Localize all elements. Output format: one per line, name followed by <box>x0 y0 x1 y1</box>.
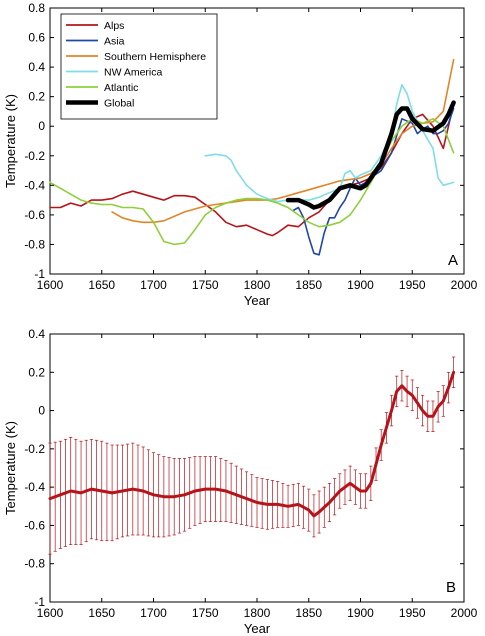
panel-b-error-bars <box>48 356 456 555</box>
legend-label-atlantic: Atlantic <box>104 82 138 94</box>
series-line-alps <box>49 103 455 237</box>
panel-a-xtick-label: 2000 <box>451 278 478 292</box>
panel-a-ytick-label: 0.8 <box>28 1 45 15</box>
legend-label-asia: Asia <box>104 36 125 48</box>
panel-b-label: B <box>446 579 456 596</box>
panel-a-chart: 1600 1650 1700 1750 1800 1850 1900 1950 2000 0.8 0… <box>3 1 478 308</box>
legend-label-nwamerica: NW America <box>104 67 163 79</box>
panel-b-xtick-label: 1600 <box>37 606 64 620</box>
panel-b-xtick-label: 2000 <box>451 606 478 620</box>
panel-b-series-group <box>48 370 456 518</box>
panel-a-xtick-label: 1700 <box>140 278 167 292</box>
panel-b-ytick-label: 0.2 <box>28 365 45 379</box>
panel-a-ylabel: Temperature (K) <box>3 94 18 188</box>
panel-a-ytick-label: 0 <box>38 119 45 133</box>
panel-a-ticks: 1600 1650 1700 1750 1800 1850 1900 1950 2000 0.8 0… <box>24 1 477 292</box>
series-line-nwamerica <box>204 84 455 203</box>
panel-b-ylabel: Temperature (K) <box>3 421 18 515</box>
panel-b-xtick-label: 1900 <box>347 606 374 620</box>
panel-b-ticks: 1600 1650 1700 1750 1800 1850 1900 1950 2000 0.4 0… <box>24 327 477 620</box>
series-line-atlantic <box>49 118 455 246</box>
series-line-southern <box>111 58 455 224</box>
legend-label-southern: Southern Hemisphere <box>104 51 206 63</box>
panel-b-xlabel: Year <box>244 621 271 636</box>
panel-b-ytick-label: -0.4 <box>24 480 45 494</box>
panel-a-ytick-label: -0.2 <box>24 149 45 163</box>
legend-label-global: Global <box>104 98 134 110</box>
panel-b-xtick-label: 1650 <box>88 606 115 620</box>
panel-a-ytick-label: 0.4 <box>28 60 45 74</box>
series-line-panelB <box>48 370 456 518</box>
panel-b-xtick-label: 1850 <box>295 606 322 620</box>
panel-a-ytick-label: -0.8 <box>24 237 45 251</box>
panel-a-xtick-label: 1950 <box>399 278 426 292</box>
panel-b-ytick-label: -0.6 <box>24 518 45 532</box>
panel-a-ytick-label: -0.6 <box>24 208 45 222</box>
legend-label-alps: Alps <box>104 20 124 32</box>
panel-a-ytick-label: 0.6 <box>28 31 45 45</box>
panel-b-ytick-label: 0 <box>38 404 45 418</box>
panel-a-xtick-label: 1750 <box>192 278 219 292</box>
panel-a-ytick-label: 0.2 <box>28 90 45 104</box>
legend: Alps Asia Southern Hemisphere NW America Atl… <box>60 13 218 120</box>
panel-b-ytick-label: -1 <box>34 595 45 609</box>
panel-a-label: A <box>448 252 458 269</box>
panel-b-xtick-label: 1950 <box>399 606 426 620</box>
panel-b-ytick-label: 0.4 <box>28 327 45 341</box>
panel-a-xtick-label: 1600 <box>37 278 64 292</box>
panel-a-xtick-label: 1800 <box>244 278 271 292</box>
panel-a-xtick-label: 1850 <box>295 278 322 292</box>
panel-b-xtick-label: 1750 <box>192 606 219 620</box>
panel-a-xtick-label: 1650 <box>88 278 115 292</box>
panel-b-ytick-label: -0.2 <box>24 442 45 456</box>
panel-a-xtick-label: 1900 <box>347 278 374 292</box>
panel-a-xlabel: Year <box>244 293 271 308</box>
panel-b-xtick-label: 1800 <box>244 606 271 620</box>
panel-b-ytick-label: -0.8 <box>24 557 45 571</box>
panel-a-ytick-label: -0.4 <box>24 178 45 192</box>
panel-b-xtick-label: 1700 <box>140 606 167 620</box>
panel-b-chart: 1600 1650 1700 1750 1800 1850 1900 1950 2000 0.4 0… <box>3 327 478 636</box>
panel-a-ytick-label: -1 <box>34 267 45 281</box>
panel-a-series-group <box>49 58 456 256</box>
series-line-global <box>285 100 456 210</box>
